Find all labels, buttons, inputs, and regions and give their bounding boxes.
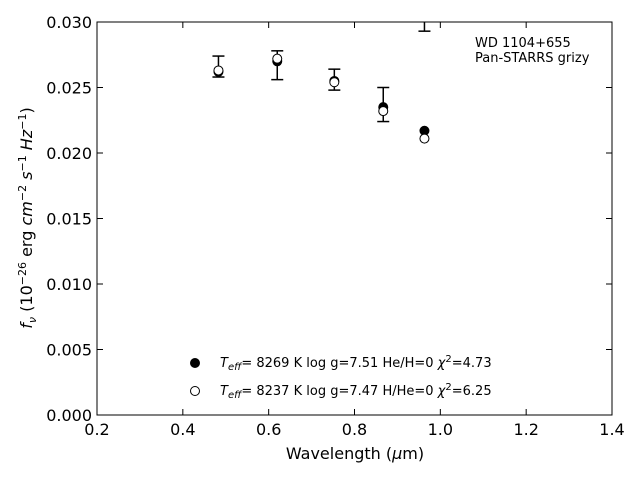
open-circle-point	[272, 53, 283, 64]
x-tick-label: 1.0	[428, 420, 453, 439]
x-tick-label: 0.8	[342, 420, 367, 439]
x-tick-label: 0.6	[256, 420, 281, 439]
y-tick-label: 0.005	[46, 341, 92, 360]
y-axis-label: fν (10−26 erg cm−2 s−1 Hz−1)	[16, 107, 39, 328]
legend-filled-marker	[190, 358, 200, 368]
legend-entry-1: Teff= 8269 K log g=7.51 He/H=0 χ2=4.73	[220, 354, 492, 373]
y-tick-label: 0.030	[46, 13, 92, 32]
y-tick-label: 0.010	[46, 275, 92, 294]
x-tick-label: 1.4	[599, 420, 624, 439]
model-points	[213, 53, 430, 144]
x-tick-label: 0.4	[170, 420, 195, 439]
open-circle-point	[378, 106, 389, 117]
x-tick-label: 1.2	[513, 420, 538, 439]
annotation-survey: Pan-STARRS grizy	[475, 51, 590, 66]
legend: Teff= 8269 K log g=7.51 He/H=0 χ2=4.73 T…	[190, 354, 492, 401]
legend-entry-2: Teff= 8237 K log g=7.47 H/He=0 χ2=6.25	[220, 382, 492, 401]
x-tick-label: 0.2	[84, 420, 109, 439]
observed-fluxes	[212, 22, 431, 123]
annotation-object: WD 1104+655	[475, 36, 571, 51]
legend-open-marker	[190, 386, 200, 396]
open-circle-point	[329, 77, 340, 88]
x-axis: 0.2 0.4 0.6 0.8 1.0 1.2 1.4	[84, 22, 625, 439]
x-axis-label: Wavelength (μm)	[286, 444, 424, 463]
y-tick-label: 0.025	[46, 79, 92, 98]
y-tick-label: 0.000	[46, 406, 92, 425]
y-axis: 0.000 0.005 0.010 0.015 0.020 0.025 0.030	[46, 13, 612, 425]
y-tick-label: 0.020	[46, 144, 92, 163]
y-tick-label: 0.015	[46, 210, 92, 229]
open-circle-point	[213, 65, 224, 76]
open-circle-point	[419, 133, 430, 144]
